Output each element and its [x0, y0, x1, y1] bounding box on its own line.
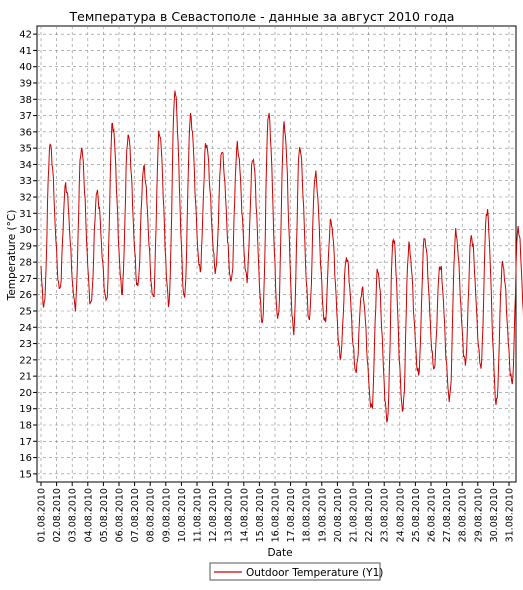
- y-tick-label: 36: [19, 127, 32, 138]
- y-tick-label: 23: [19, 339, 32, 350]
- plot-area: [36, 25, 517, 483]
- x-tick-label: 20.08.2010: [333, 488, 344, 542]
- y-tick-label: 34: [19, 160, 32, 171]
- y-tick-label: 39: [19, 79, 32, 90]
- series-line: [40, 90, 523, 423]
- x-axis: 01.08.2010 02.08.2010 03.08.2010 04.08.2010…: [37, 482, 516, 542]
- x-tick-label: 06.08.2010: [115, 488, 126, 542]
- legend-label: Outdoor Temperature (Y1): [246, 567, 383, 579]
- y-tick-label: 42: [19, 30, 32, 41]
- x-tick-label: 26.08.2010: [427, 488, 438, 542]
- y-tick-label: 24: [19, 323, 32, 334]
- y-tick-label: 32: [19, 193, 32, 204]
- y-tick-label: 26: [19, 290, 32, 301]
- y-tick-label: 19: [19, 404, 32, 415]
- x-tick-label: 12.08.2010: [208, 488, 219, 542]
- series-outdoor-temperature: [40, 90, 523, 423]
- x-tick-label: 18.08.2010: [302, 488, 313, 542]
- x-tick-label: 10.08.2010: [177, 488, 188, 542]
- y-tick-label: 16: [19, 453, 32, 464]
- x-tick-label: 19.08.2010: [317, 488, 328, 542]
- x-tick-label: 28.08.2010: [458, 488, 469, 542]
- x-tick-label: 22.08.2010: [364, 488, 375, 542]
- x-tick-label: 13.08.2010: [224, 488, 235, 542]
- y-tick-label: 25: [19, 307, 32, 318]
- y-tick-label: 30: [19, 225, 32, 236]
- x-tick-label: 11.08.2010: [193, 488, 204, 542]
- y-tick-label: 18: [19, 421, 32, 432]
- x-tick-label: 21.08.2010: [349, 488, 360, 542]
- x-tick-label: 31.08.2010: [505, 488, 516, 542]
- legend-box: [209, 562, 381, 581]
- x-tick-label: 29.08.2010: [473, 488, 484, 542]
- y-axis: 15 16 17 18 19 20 21 22 23 24 25 26 27 28 29 30 31 32 33 34…: [19, 30, 37, 480]
- x-tick-label: 01.08.2010: [37, 488, 48, 542]
- y-tick-label: 31: [19, 209, 32, 220]
- y-tick-label: 28: [19, 258, 32, 269]
- x-tick-label: 02.08.2010: [52, 488, 63, 542]
- y-tick-label: 15: [19, 469, 32, 480]
- x-tick-label: 30.08.2010: [489, 488, 500, 542]
- y-tick-label: 33: [19, 176, 32, 187]
- y-tick-label: 41: [19, 46, 32, 57]
- x-tick-label: 08.08.2010: [146, 488, 157, 542]
- x-axis-label: Date: [267, 547, 292, 559]
- chart-title: Температура в Севастополе - данные за ав…: [69, 9, 455, 24]
- x-tick-label: 03.08.2010: [68, 488, 79, 542]
- y-tick-label: 37: [19, 111, 32, 122]
- y-tick-label: 21: [19, 372, 32, 383]
- y-tick-label: 29: [19, 241, 32, 252]
- x-tick-label: 25.08.2010: [411, 488, 422, 542]
- x-tick-label: 24.08.2010: [395, 488, 406, 542]
- legend: Outdoor Temperature (Y1): [209, 562, 383, 581]
- x-tick-label: 04.08.2010: [83, 488, 94, 542]
- x-tick-label: 15.08.2010: [255, 488, 266, 542]
- x-tick-label: 05.08.2010: [99, 488, 110, 542]
- y-tick-label: 27: [19, 274, 32, 285]
- y-tick-label: 35: [19, 144, 32, 155]
- x-tick-label: 16.08.2010: [271, 488, 282, 542]
- y-tick-label: 40: [19, 62, 32, 73]
- x-tick-label: 27.08.2010: [442, 488, 453, 542]
- y-tick-label: 20: [19, 388, 32, 399]
- x-tick-label: 14.08.2010: [239, 488, 250, 542]
- y-tick-label: 38: [19, 95, 32, 106]
- y-tick-label: 22: [19, 355, 32, 366]
- y-axis-label: Temperature (°C): [6, 210, 18, 302]
- x-tick-label: 23.08.2010: [380, 488, 391, 542]
- x-tick-label: 17.08.2010: [286, 488, 297, 542]
- y-tick-label: 17: [19, 437, 32, 448]
- x-tick-label: 07.08.2010: [130, 488, 141, 542]
- x-tick-label: 09.08.2010: [161, 488, 172, 542]
